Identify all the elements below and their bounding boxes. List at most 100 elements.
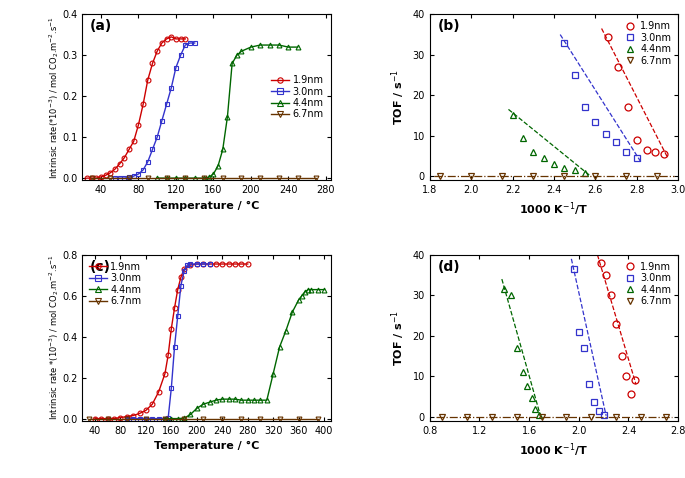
6.7nm: [612, 414, 620, 420]
1.9nm: [139, 101, 147, 107]
1.9nm: [172, 36, 180, 42]
6.7nm: [84, 416, 92, 422]
6.7nm: [294, 175, 302, 181]
4.4nm: [190, 175, 199, 181]
1.9nm: [111, 166, 119, 172]
Line: 1.9nm: 1.9nm: [84, 34, 188, 181]
1.9nm: [116, 415, 125, 421]
4.4nm: [304, 287, 312, 293]
6.7nm: [88, 175, 96, 181]
1.9nm: [88, 175, 96, 181]
4.4nm: [560, 165, 569, 171]
Line: 6.7nm: 6.7nm: [437, 173, 661, 180]
3.0nm: [570, 266, 578, 272]
1.9nm: [171, 305, 179, 311]
3.0nm: [595, 408, 603, 413]
6.7nm: [199, 416, 208, 422]
4.4nm: [288, 309, 297, 315]
4.4nm: [535, 412, 543, 417]
4.4nm: [532, 406, 540, 412]
1.9nm: [129, 139, 138, 144]
3.0nm: [580, 345, 588, 351]
6.7nm: [275, 416, 284, 422]
Line: 6.7nm: 6.7nm: [89, 176, 319, 181]
Line: 4.4nm: 4.4nm: [155, 43, 300, 181]
1.9nm: [167, 34, 175, 40]
3.0nm: [129, 416, 137, 422]
6.7nm: [142, 416, 150, 422]
3.0nm: [149, 147, 157, 152]
Y-axis label: Intrinsic rate *(10$^{-3}$) / mol CO$_2$.m$^{-2}$.s$^{-1}$: Intrinsic rate *(10$^{-3}$) / mol CO$_2$…: [47, 255, 60, 421]
6.7nm: [463, 414, 471, 420]
4.4nm: [225, 396, 233, 402]
6.7nm: [219, 175, 227, 181]
4.4nm: [212, 397, 220, 403]
3.0nm: [581, 105, 589, 110]
1.9nm: [237, 261, 245, 267]
6.7nm: [106, 175, 114, 181]
4.4nm: [550, 161, 558, 167]
3.0nm: [601, 131, 610, 137]
4.4nm: [218, 396, 226, 402]
Line: 1.9nm: 1.9nm: [598, 260, 638, 398]
3.0nm: [125, 174, 133, 180]
1.9nm: [618, 353, 626, 359]
1.9nm: [177, 36, 185, 42]
6.7nm: [312, 175, 321, 181]
3.0nm: [177, 282, 185, 288]
1.9nm: [602, 272, 610, 278]
6.7nm: [653, 173, 662, 179]
1.9nm: [218, 261, 226, 267]
6.7nm: [161, 416, 169, 422]
1.9nm: [149, 61, 157, 66]
1.9nm: [161, 370, 169, 376]
6.7nm: [438, 414, 447, 420]
3.0nm: [633, 155, 641, 161]
4.4nm: [295, 297, 303, 303]
1.9nm: [116, 161, 124, 167]
4.4nm: [500, 286, 508, 292]
Text: (b): (b): [437, 19, 460, 33]
6.7nm: [591, 173, 599, 179]
X-axis label: 1000 K$^{-1}$/T: 1000 K$^{-1}$/T: [519, 201, 588, 218]
4.4nm: [508, 113, 516, 119]
1.9nm: [173, 287, 182, 293]
6.7nm: [275, 175, 283, 181]
Line: 1.9nm: 1.9nm: [92, 261, 250, 421]
3.0nm: [161, 416, 169, 422]
1.9nm: [101, 173, 110, 178]
3.0nm: [142, 416, 150, 422]
3.0nm: [155, 416, 163, 422]
4.4nm: [282, 328, 290, 334]
4.4nm: [238, 48, 246, 54]
3.0nm: [575, 329, 583, 335]
4.4nm: [263, 397, 271, 403]
6.7nm: [125, 175, 133, 181]
3.0nm: [612, 139, 620, 145]
1.9nm: [231, 261, 239, 267]
Line: 3.0nm: 3.0nm: [561, 39, 640, 162]
6.7nm: [200, 175, 208, 181]
6.7nm: [560, 173, 569, 179]
4.4nm: [186, 412, 195, 417]
6.7nm: [237, 416, 245, 422]
4.4nm: [247, 44, 255, 50]
Line: 4.4nm: 4.4nm: [162, 287, 327, 421]
1.9nm: [158, 40, 166, 46]
Line: 1.9nm: 1.9nm: [604, 33, 667, 157]
1.9nm: [167, 326, 175, 331]
6.7nm: [562, 414, 571, 420]
3.0nm: [591, 119, 599, 124]
1.9nm: [129, 413, 137, 418]
1.9nm: [607, 293, 615, 298]
Line: 3.0nm: 3.0nm: [571, 265, 607, 418]
4.4nm: [256, 397, 264, 403]
6.7nm: [662, 414, 670, 420]
4.4nm: [275, 42, 283, 48]
4.4nm: [180, 415, 188, 421]
1.9nm: [97, 416, 105, 422]
3.0nm: [181, 42, 189, 48]
4.4nm: [233, 53, 241, 58]
Line: 6.7nm: 6.7nm: [439, 413, 669, 420]
4.4nm: [181, 175, 189, 181]
